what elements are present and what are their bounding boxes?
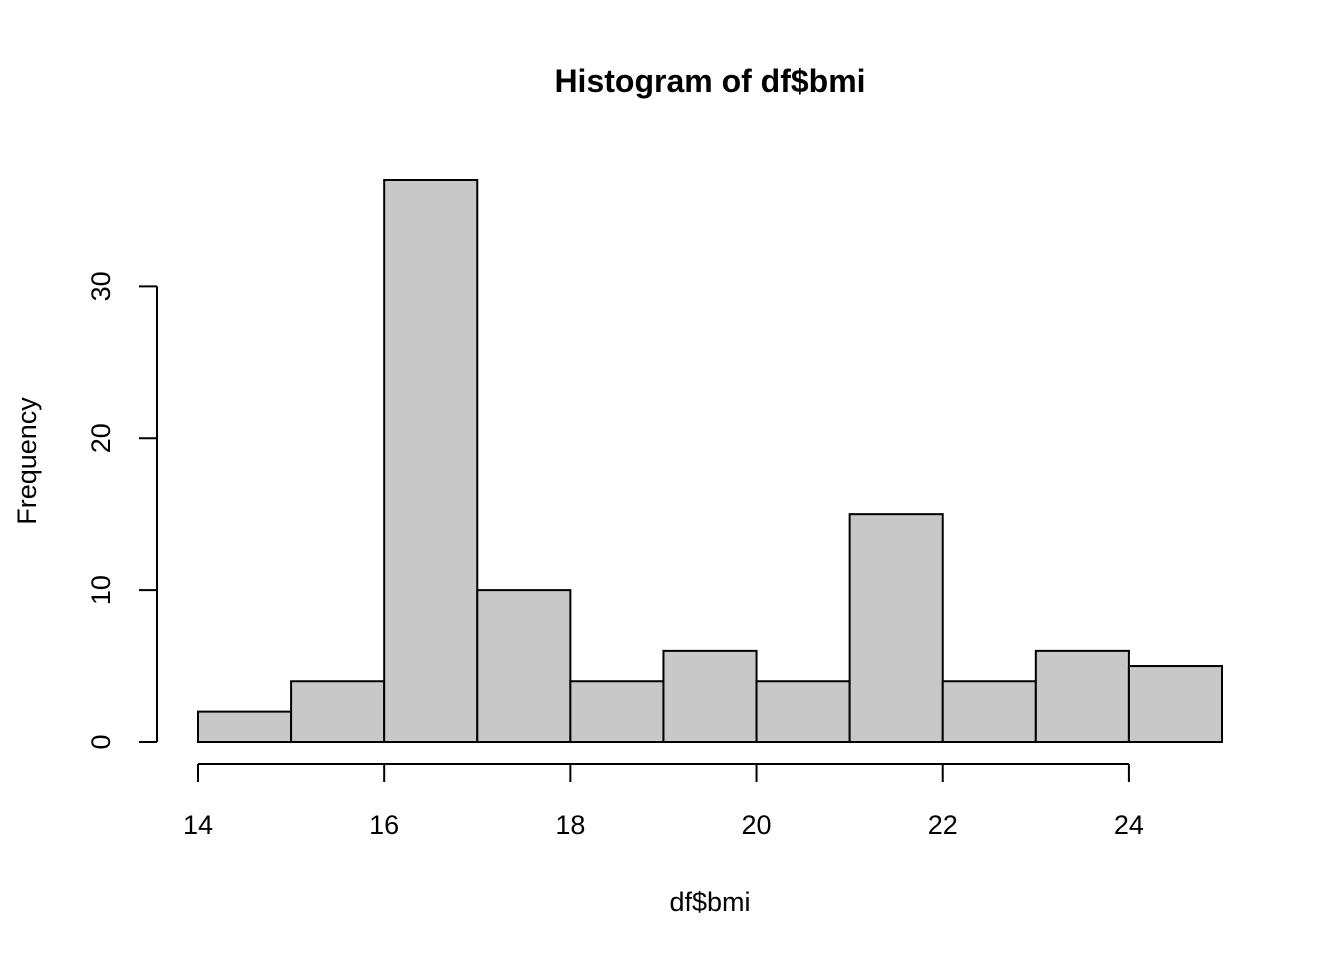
x-axis-label: df$bmi	[669, 887, 750, 917]
y-tick-label: 10	[86, 575, 116, 605]
y-tick-label: 0	[86, 734, 116, 749]
histogram-bar	[941, 680, 1037, 743]
x-tick-label: 20	[742, 810, 772, 840]
y-axis: 0 10 20 30	[86, 271, 158, 750]
x-tick-label: 14	[183, 810, 213, 840]
x-tick-label: 18	[555, 810, 585, 840]
x-axis: 14 16 18 20 22 24	[183, 763, 1144, 840]
x-tick-label: 16	[369, 810, 399, 840]
chart-title: Histogram of df$bmi	[554, 63, 865, 99]
y-tick-label: 20	[86, 423, 116, 453]
histogram-bar	[755, 680, 851, 743]
y-tick-label: 30	[86, 271, 116, 301]
x-tick-label: 22	[928, 810, 958, 840]
histogram-bars	[197, 179, 1223, 744]
x-tick-label: 24	[1114, 810, 1144, 840]
histogram-bar	[1127, 665, 1223, 744]
histogram-bar	[662, 649, 758, 743]
histogram-bar	[476, 589, 572, 743]
histogram-bar	[569, 680, 665, 743]
y-axis-label: Frequency	[12, 397, 42, 525]
histogram-bar	[848, 513, 944, 744]
histogram-bar	[290, 680, 386, 743]
histogram-bar	[383, 179, 479, 743]
histogram-bar	[1034, 649, 1130, 743]
histogram-bar	[197, 710, 293, 744]
